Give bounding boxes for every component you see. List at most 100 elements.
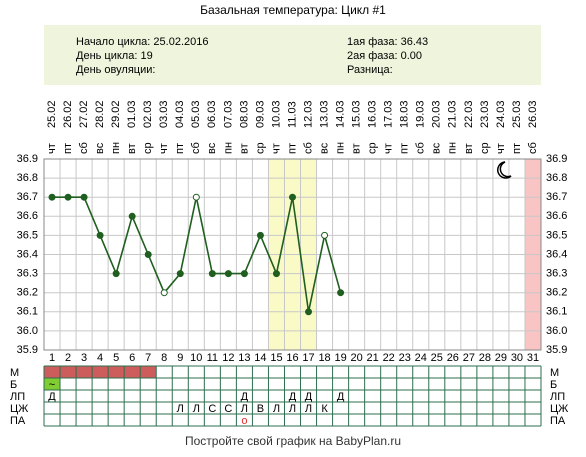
- row-fill: [60, 366, 77, 378]
- date-label: 06.03: [206, 100, 218, 128]
- row-entry: Л: [177, 403, 184, 415]
- info-value: 19: [140, 50, 152, 62]
- date-label: 02.03: [142, 100, 154, 128]
- x-tick-label: 23: [399, 352, 411, 364]
- y-tick-label-right: 36.9: [546, 153, 567, 165]
- info-label: Разница:: [347, 64, 393, 76]
- point: [80, 193, 88, 201]
- date-label: 04.03: [174, 100, 186, 128]
- row-entry: Д: [305, 391, 313, 403]
- weekday-label: вс: [94, 142, 106, 154]
- date-label: 01.03: [126, 100, 138, 128]
- x-tick-label: 27: [463, 352, 475, 364]
- x-tick-label: 15: [270, 352, 282, 364]
- date-label: 25.03: [511, 100, 523, 128]
- x-tick-label: 10: [190, 352, 202, 364]
- date-label: 20.03: [431, 100, 443, 128]
- row-entry: Д: [337, 391, 345, 403]
- x-tick-label: 28: [479, 352, 491, 364]
- weekday-label: пн: [447, 142, 459, 154]
- date-label: 24.03: [495, 100, 507, 128]
- x-tick-label: 21: [367, 352, 379, 364]
- date-label: 23.03: [479, 100, 491, 128]
- point: [144, 251, 152, 258]
- y-tick-label-right: 36.0: [546, 325, 567, 337]
- y-tick-label: 36.5: [17, 229, 38, 241]
- row-label-right: ЛП: [550, 391, 565, 403]
- point: [112, 270, 120, 278]
- point: [96, 231, 104, 239]
- date-label: 16.03: [367, 100, 379, 128]
- row-label: М: [10, 367, 19, 379]
- date-label: 25.02: [46, 100, 58, 128]
- moon: [497, 161, 512, 179]
- date-label: 27.02: [78, 100, 90, 128]
- y-tick-label: 36.4: [17, 248, 38, 260]
- weekday-label: сб: [78, 142, 90, 154]
- info-label: Начало цикла:: [76, 36, 150, 48]
- x-tick-label: 19: [334, 352, 346, 364]
- row-fill: [44, 366, 61, 378]
- date-label: 17.03: [383, 100, 395, 128]
- weekday-label: ср: [254, 142, 266, 154]
- footer: Постройте свой график на BabyPlan.ru: [185, 434, 401, 448]
- row-entry: Л: [289, 403, 296, 415]
- date-label: 29.02: [110, 100, 122, 128]
- date-label: 18.03: [399, 100, 411, 128]
- x-tick-label: 29: [495, 352, 507, 364]
- info-line: Начало цикла: 25.02.2016: [76, 36, 208, 48]
- plot-border: [43, 158, 542, 351]
- point: [48, 193, 56, 201]
- weekday-label: ср: [142, 142, 154, 154]
- weekday-label: пн: [110, 142, 122, 154]
- weekday-label: вс: [206, 142, 218, 154]
- weekday-label: пт: [511, 143, 523, 154]
- row-label: ПА: [10, 415, 26, 427]
- x-tick-label: 6: [129, 352, 135, 364]
- weekday-label: ср: [479, 142, 491, 154]
- date-label: 14.03: [335, 100, 347, 128]
- weekday-label: чт: [158, 143, 170, 154]
- point: [240, 270, 248, 278]
- x-tick-label: 4: [97, 352, 103, 364]
- date-label: 19.03: [415, 100, 427, 128]
- x-tick-label: 5: [113, 352, 119, 364]
- x-tick-label: 1: [49, 352, 55, 364]
- row-fill: [44, 378, 61, 390]
- weekday-label: пн: [222, 142, 234, 154]
- row-label-right: Б: [550, 379, 557, 391]
- date-label: 08.03: [238, 100, 250, 128]
- weekday-label: вт: [126, 143, 138, 154]
- point-excluded: [160, 289, 168, 297]
- weekday-label: вт: [463, 143, 475, 154]
- y-tick-label-right: 36.3: [546, 268, 567, 280]
- weekday-label: пт: [62, 143, 74, 154]
- row-entry: о: [241, 415, 247, 427]
- x-tick-label: 25: [431, 352, 443, 364]
- y-tick-label: 36.2: [17, 287, 38, 299]
- info-value: 25.02.2016: [153, 36, 208, 48]
- info-label: 2ая фаза:: [347, 50, 398, 62]
- moon-icon: [497, 161, 512, 179]
- weekday-label: вт: [238, 143, 250, 154]
- chart-title: Базальная температура: Цикл #1: [200, 3, 386, 17]
- row-entry: ~: [49, 379, 55, 391]
- x-tick-label: 30: [511, 352, 523, 364]
- info-box: [44, 25, 541, 85]
- date-label: 11.03: [286, 101, 298, 128]
- weekday-label: пт: [399, 143, 411, 154]
- x-tick-label: 22: [383, 352, 395, 364]
- date-label: 26.03: [527, 100, 539, 128]
- y-tick-label: 36.7: [17, 191, 38, 203]
- row-entry: Д: [48, 391, 56, 403]
- x-tick-label: 9: [177, 352, 183, 364]
- point: [289, 193, 296, 201]
- date-label: 26.02: [62, 100, 74, 128]
- x-tick-label: 26: [447, 352, 459, 364]
- point: [176, 270, 184, 278]
- y-tick-label: 36.0: [17, 325, 38, 337]
- weekday-label: сб: [302, 142, 314, 154]
- info-label: День овуляции:: [76, 64, 155, 76]
